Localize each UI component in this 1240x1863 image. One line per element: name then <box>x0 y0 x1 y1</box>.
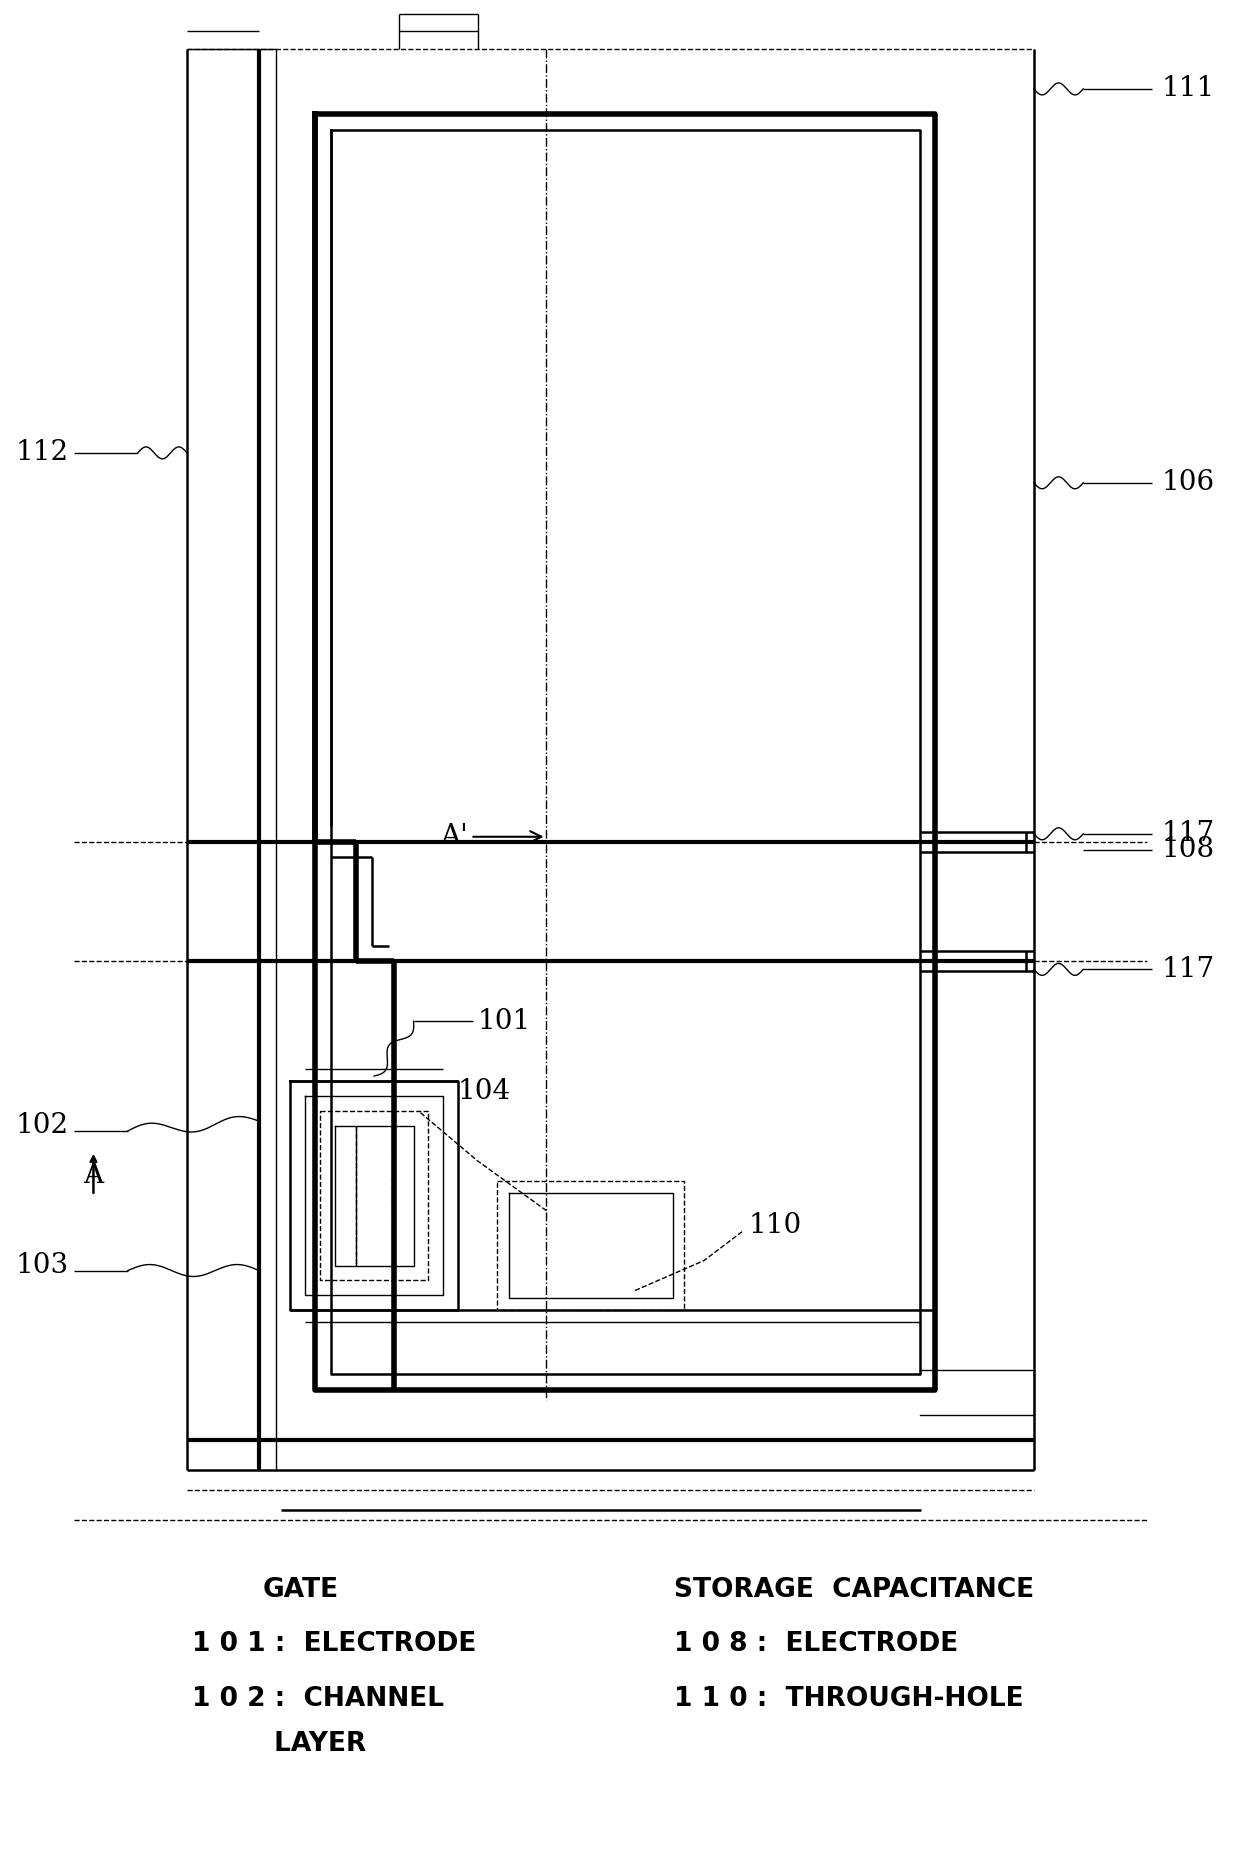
Text: STORAGE  CAPACITANCE: STORAGE CAPACITANCE <box>675 1576 1034 1602</box>
Text: A: A <box>83 1163 103 1189</box>
Text: 117: 117 <box>1162 956 1215 984</box>
Text: 111: 111 <box>1162 75 1215 102</box>
Text: 1 0 8 :  ELECTRODE: 1 0 8 : ELECTRODE <box>675 1632 959 1658</box>
Text: 103: 103 <box>16 1252 69 1280</box>
Text: 1 0 2 :  CHANNEL: 1 0 2 : CHANNEL <box>192 1686 444 1712</box>
Text: A': A' <box>440 823 542 850</box>
Text: 104: 104 <box>458 1077 511 1105</box>
Text: 1 1 0 :  THROUGH-HOLE: 1 1 0 : THROUGH-HOLE <box>675 1686 1024 1712</box>
Text: 101: 101 <box>477 1008 531 1034</box>
Text: 1 0 1 :  ELECTRODE: 1 0 1 : ELECTRODE <box>192 1632 476 1658</box>
Text: 102: 102 <box>16 1112 69 1140</box>
Text: 106: 106 <box>1162 469 1215 496</box>
Text: 117: 117 <box>1162 820 1215 848</box>
Text: GATE: GATE <box>262 1576 339 1602</box>
Text: 112: 112 <box>16 440 69 466</box>
Text: 108: 108 <box>1162 836 1215 863</box>
Text: 110: 110 <box>749 1213 801 1239</box>
Text: LAYER: LAYER <box>192 1731 366 1757</box>
